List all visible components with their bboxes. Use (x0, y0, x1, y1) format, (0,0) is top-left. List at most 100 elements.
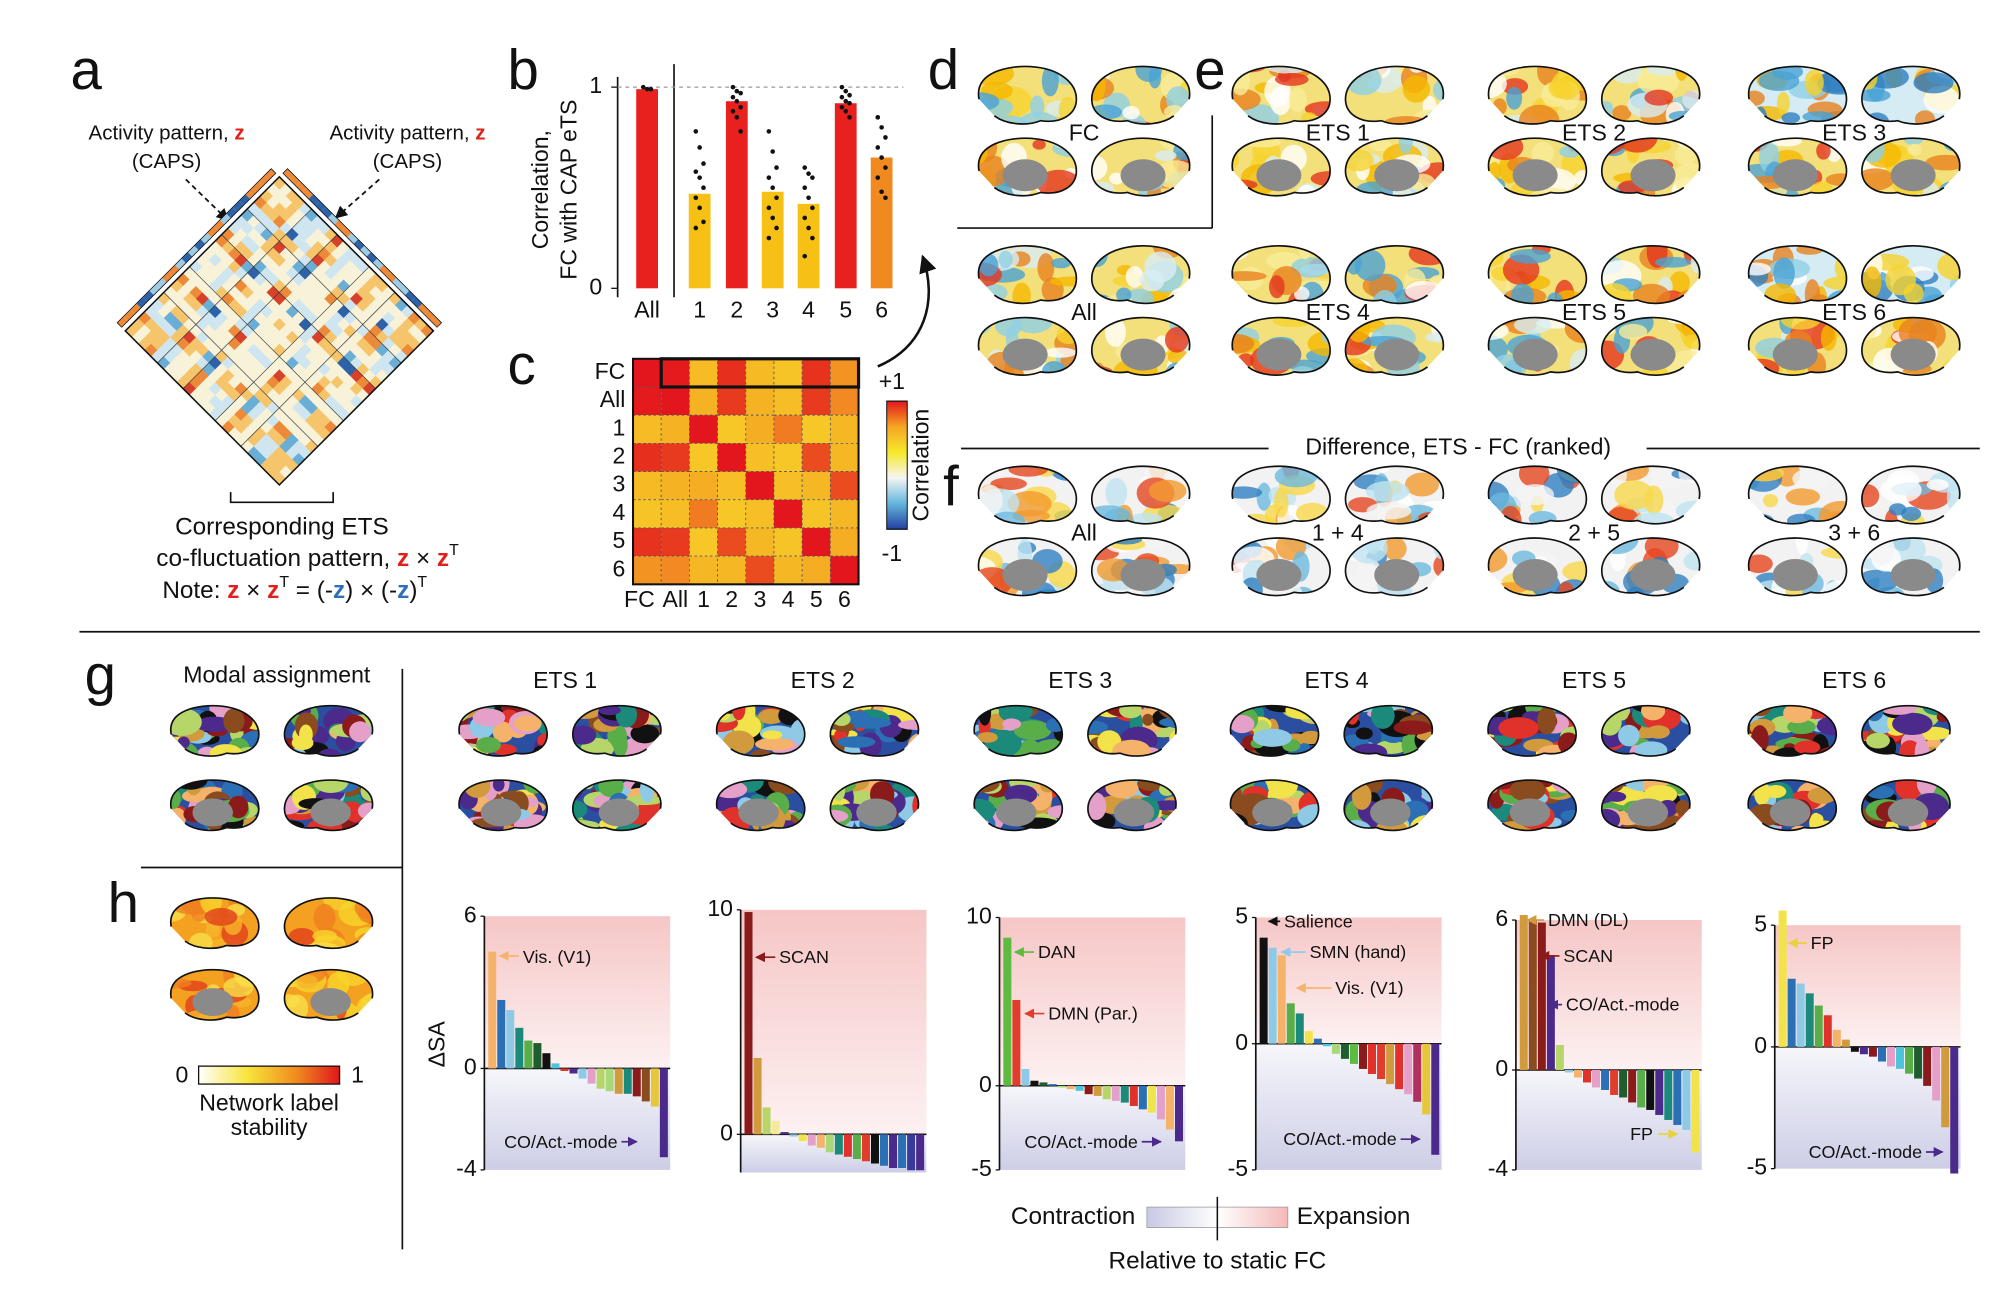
surface-patch (1748, 466, 1757, 479)
surface-patch (1518, 104, 1560, 124)
brain-outline (1747, 537, 1848, 597)
brain-surface (1230, 780, 1319, 831)
surface-patch (1091, 466, 1127, 473)
surface-patch (312, 780, 349, 794)
brain (170, 897, 260, 950)
brain-outline (829, 704, 920, 757)
surface-patch (1374, 818, 1409, 831)
bar (551, 1063, 560, 1069)
activity-strip (404, 290, 416, 302)
column-label: 5 (810, 586, 823, 612)
medial-wall (1769, 798, 1811, 827)
heatmap-cell (745, 414, 775, 444)
bar (1413, 1043, 1422, 1102)
surface-patch (1354, 249, 1386, 282)
surface-patch (1511, 283, 1534, 304)
surface-patch (1817, 746, 1837, 757)
medial-wall (1630, 559, 1676, 592)
brain-outline (1090, 137, 1191, 197)
brain-outline (977, 537, 1078, 597)
annotation: SCAN (779, 947, 829, 967)
heatmap-cell (773, 527, 803, 557)
surface-patch (1232, 486, 1263, 499)
surface-patch (1880, 477, 1922, 503)
bar (762, 1107, 771, 1135)
surface-patch (1925, 154, 1960, 171)
brain (1231, 537, 1331, 597)
caption-part: z (227, 577, 239, 604)
medial-wall (1002, 559, 1048, 592)
brain (1343, 704, 1433, 757)
map-label: ETS 2 (1562, 120, 1626, 146)
surface-patch (1232, 151, 1240, 169)
surface-patch (754, 737, 795, 751)
surface-patch (1820, 324, 1837, 351)
surface-patch (1938, 110, 1960, 124)
surface-patch (1488, 290, 1493, 304)
brain-outline (1487, 465, 1588, 525)
surface-patch (1750, 725, 1769, 754)
caption-part: z (267, 577, 279, 604)
bar (533, 1043, 542, 1069)
annotation: CO/Act.-mode (504, 1132, 618, 1152)
surface-patch (716, 821, 729, 831)
activity-strip (398, 284, 410, 296)
surface-patch (1366, 502, 1412, 520)
surface-patch (1488, 823, 1492, 831)
map-title: ETS 2 (791, 667, 855, 693)
brain-outline (977, 465, 1078, 525)
brain-surface (1232, 537, 1331, 596)
heatmap-cell (829, 442, 859, 472)
caption-part: ) × (- (345, 577, 397, 604)
surface-patch (1551, 70, 1582, 100)
surface-patch (1232, 66, 1251, 96)
caption: co-fluctuation pattern, z × zT (156, 542, 459, 572)
heatmap-cell (689, 442, 718, 472)
annotation: FP (1811, 933, 1834, 953)
medial-wall (1512, 159, 1558, 192)
stability-colorbar (197, 1065, 341, 1085)
surface-patch (1488, 161, 1501, 181)
matrix-border (124, 175, 435, 486)
data-point (766, 205, 772, 211)
bar (1431, 1043, 1440, 1155)
surface-patch (1409, 814, 1433, 831)
bar (798, 1134, 807, 1142)
bar (587, 1068, 596, 1084)
heatmap-cell (745, 442, 775, 472)
surface-patch (1091, 366, 1114, 376)
heatmap-cell (773, 555, 803, 585)
surface-patch (1044, 347, 1077, 358)
brain-outline (1090, 65, 1191, 125)
brain-surface (1601, 780, 1690, 831)
surface-patch (1786, 513, 1816, 524)
surface-patch (1230, 734, 1237, 752)
bar (1787, 978, 1796, 1047)
brain-outline (716, 704, 806, 757)
surface-patch (1537, 706, 1557, 735)
brain-surface (572, 705, 661, 757)
surface-patch (1488, 176, 1496, 194)
surface-patch (1809, 181, 1835, 196)
surface-patch (1181, 361, 1190, 376)
bar (1796, 983, 1805, 1047)
brain-outline (1231, 316, 1331, 376)
brain-outline (1600, 704, 1691, 757)
data-point (843, 98, 849, 104)
surface-patch (1049, 276, 1077, 287)
surface-patch (1674, 145, 1697, 166)
heatmap-cell (829, 414, 859, 444)
caption-part: z (437, 545, 449, 572)
surface-patch (1937, 251, 1960, 281)
medial-wall (1890, 559, 1936, 592)
bar (632, 1068, 641, 1097)
heatmap-cell (717, 471, 747, 501)
surface-patch (1232, 333, 1255, 354)
bar (1519, 915, 1528, 1070)
column-label: 6 (838, 586, 851, 612)
bar (1093, 1085, 1102, 1096)
surface-patch (1825, 173, 1847, 186)
medial-wall (1374, 559, 1420, 592)
bar (1628, 1069, 1637, 1103)
surface-patch (1748, 358, 1780, 376)
